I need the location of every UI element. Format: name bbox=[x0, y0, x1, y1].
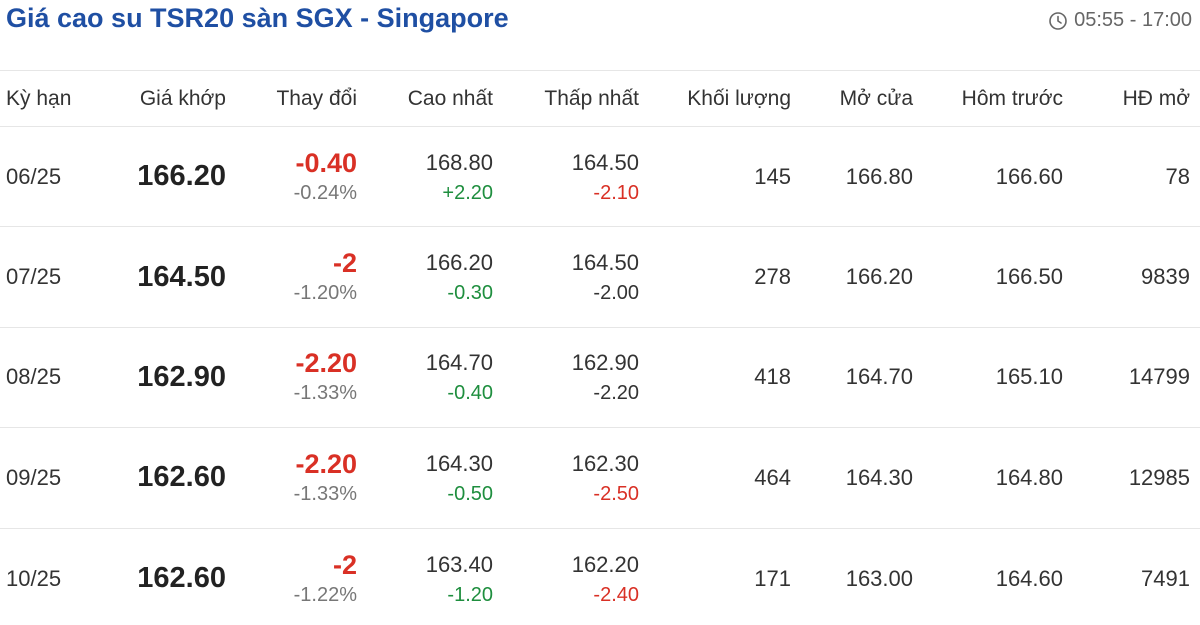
low-diff: -2.50 bbox=[593, 482, 639, 505]
page-title: Giá cao su TSR20 sàn SGX - Singapore bbox=[6, 3, 509, 33]
change-value: -2 bbox=[332, 248, 357, 279]
low-cell: 164.50 -2.10 bbox=[503, 127, 649, 227]
table-header-row: Kỳ hạn Giá khớp Thay đổi Cao nhất Thấp n… bbox=[0, 70, 1200, 127]
low-value: 162.20 bbox=[571, 551, 639, 577]
table-body: 06/25 166.20 -0.40 -0.24% 168.80 +2.20 164.50-… bbox=[0, 127, 1200, 625]
change-value: -2 bbox=[332, 549, 357, 580]
change-percent: -1.33% bbox=[293, 382, 357, 405]
low-cell: 164.50 -2.00 bbox=[503, 227, 649, 327]
volume-cell: 464 bbox=[754, 464, 791, 490]
high-cell: 166.20 -0.30 bbox=[367, 227, 503, 327]
open-cell: 164.70 bbox=[845, 364, 913, 390]
low-diff: -2.40 bbox=[593, 583, 639, 606]
high-cell: 168.80 +2.20 bbox=[367, 127, 503, 227]
high-diff: -0.40 bbox=[447, 382, 493, 405]
term-cell: 09/25 bbox=[6, 464, 62, 490]
col-change: Thay đổi bbox=[276, 86, 357, 110]
open-cell: 164.30 bbox=[845, 464, 913, 490]
col-open: Mở cửa bbox=[839, 86, 913, 110]
low-cell: 162.30 -2.50 bbox=[503, 428, 649, 528]
change-value: -2.20 bbox=[295, 448, 357, 479]
trading-hours: 05:55 - 17:00 bbox=[1048, 9, 1192, 32]
open-interest-cell: 7491 bbox=[1141, 565, 1190, 591]
price-cell: 162.60 bbox=[137, 562, 226, 594]
change-value: -0.40 bbox=[295, 147, 357, 178]
open-interest-cell: 9839 bbox=[1141, 264, 1190, 290]
open-cell: 163.00 bbox=[845, 565, 913, 591]
high-cell: 164.30 -0.50 bbox=[367, 428, 503, 528]
high-value: 163.40 bbox=[425, 551, 493, 577]
high-diff: +2.20 bbox=[442, 181, 493, 204]
volume-cell: 145 bbox=[754, 163, 791, 189]
low-value: 164.50 bbox=[571, 149, 639, 175]
high-value: 164.30 bbox=[425, 450, 493, 476]
open-interest-cell: 14799 bbox=[1128, 364, 1190, 390]
term-cell: 06/25 bbox=[6, 163, 62, 189]
high-cell: 163.40 -1.20 bbox=[367, 528, 503, 625]
low-value: 162.30 bbox=[571, 450, 639, 476]
open-cell: 166.20 bbox=[845, 264, 913, 290]
high-diff: -0.50 bbox=[447, 482, 493, 505]
price-cell: 164.50 bbox=[137, 260, 226, 293]
change-cell: -0.40 -0.24% bbox=[236, 127, 367, 227]
prev-cell: 165.10 bbox=[995, 364, 1063, 390]
low-diff: -2.20 bbox=[593, 382, 639, 405]
change-cell: -2.20 -1.33% bbox=[236, 428, 367, 528]
change-percent: -1.22% bbox=[293, 583, 357, 606]
change-percent: -0.24% bbox=[293, 181, 357, 204]
low-cell: 162.20 -2.40 bbox=[503, 528, 649, 625]
high-value: 168.80 bbox=[425, 149, 493, 175]
price-cell: 166.20 bbox=[137, 160, 226, 193]
high-value: 166.20 bbox=[425, 250, 493, 276]
table-row: 09/25 162.60 -2.20 -1.33% 164.30 -0.50 162.30 -… bbox=[0, 428, 1200, 529]
table-row: 08/25 162.90 -2.20 -1.33% 164.70 -0.40 162.90-… bbox=[0, 327, 1200, 428]
col-low: Thấp nhất bbox=[544, 86, 639, 110]
volume-cell: 278 bbox=[754, 264, 791, 290]
col-prev: Hôm trước bbox=[961, 86, 1063, 110]
term-cell: 10/25 bbox=[6, 565, 62, 591]
low-diff: -2.00 bbox=[593, 282, 639, 305]
open-interest-cell: 12985 bbox=[1128, 464, 1190, 490]
price-table: Kỳ hạn Giá khớp Thay đổi Cao nhất Thấp n… bbox=[0, 70, 1200, 625]
change-cell: -2 -1.20% bbox=[236, 227, 367, 327]
change-value: -2.20 bbox=[295, 348, 357, 379]
change-cell: -2 -1.22% bbox=[236, 528, 367, 625]
volume-cell: 171 bbox=[754, 565, 791, 591]
change-percent: -1.20% bbox=[293, 282, 357, 305]
low-value: 162.90 bbox=[571, 350, 639, 376]
open-cell: 166.80 bbox=[845, 163, 913, 189]
prev-cell: 164.60 bbox=[995, 565, 1063, 591]
col-volume: Khối lượng bbox=[687, 86, 791, 110]
prev-cell: 166.60 bbox=[995, 163, 1063, 189]
change-cell: -2.20 -1.33% bbox=[236, 327, 367, 427]
col-high: Cao nhất bbox=[407, 86, 493, 110]
high-diff: -1.20 bbox=[447, 583, 493, 606]
table-row: 07/25 164.50 -2 -1.20% 166.20 -0.30 164.50 -2.0… bbox=[0, 227, 1200, 328]
open-interest-cell: 78 bbox=[1165, 163, 1190, 189]
term-cell: 08/25 bbox=[6, 364, 62, 390]
high-cell: 164.70 -0.40 bbox=[367, 327, 503, 427]
volume-cell: 418 bbox=[754, 364, 791, 390]
clock-icon bbox=[1049, 11, 1067, 30]
col-price: Giá khớp bbox=[139, 86, 226, 110]
col-open-interest: HĐ mở bbox=[1122, 86, 1190, 110]
price-cell: 162.90 bbox=[137, 360, 226, 393]
col-term: Kỳ hạn bbox=[6, 86, 72, 110]
page-header: Giá cao su TSR20 sàn SGX - Singapore 05:… bbox=[0, 0, 1200, 44]
prev-cell: 166.50 bbox=[995, 264, 1063, 290]
table-row: 06/25 166.20 -0.40 -0.24% 168.80 +2.20 164.50 -… bbox=[0, 127, 1200, 227]
price-cell: 162.60 bbox=[137, 461, 226, 494]
change-percent: -1.33% bbox=[293, 482, 357, 505]
term-cell: 07/25 bbox=[6, 264, 62, 290]
low-diff: -2.10 bbox=[593, 181, 639, 204]
prev-cell: 164.80 bbox=[995, 464, 1063, 490]
table-row: 10/25 162.60 -2 -1.22% 163.40 -1.20 162.20 -2.4… bbox=[0, 528, 1200, 625]
high-value: 164.70 bbox=[425, 350, 493, 376]
trading-hours-text: 05:55 - 17:00 bbox=[1074, 9, 1192, 31]
low-cell: 162.90 -2.20 bbox=[503, 327, 649, 427]
low-value: 164.50 bbox=[571, 250, 639, 276]
high-diff: -0.30 bbox=[447, 282, 493, 305]
